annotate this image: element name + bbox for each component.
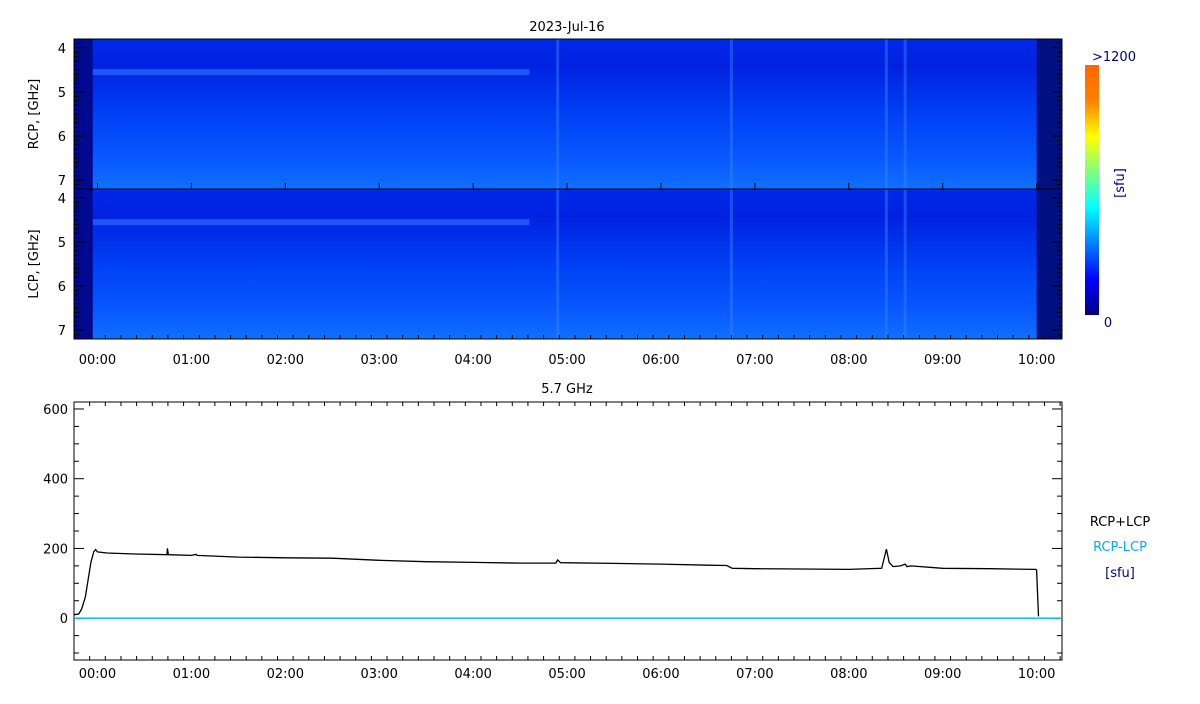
- x-tick-label: 00:00: [79, 667, 116, 682]
- bright-band: [74, 69, 530, 76]
- legend-unit: [sfu]: [1105, 566, 1135, 581]
- bright-stripe: [884, 189, 888, 339]
- y-tick-label: 400: [43, 473, 68, 488]
- colorbar-max-label: >1200: [1092, 50, 1136, 65]
- x-tick-label: 07:00: [736, 353, 773, 368]
- legend: RCP+LCP RCP-LCP [sfu]: [1090, 515, 1151, 581]
- y-tick-label: 5: [58, 86, 66, 101]
- x-tick-label: 09:00: [924, 667, 961, 682]
- plot-frame: [73, 401, 1063, 661]
- y-tick-label: 7: [58, 174, 66, 189]
- x-tick-label: 06:00: [642, 667, 679, 682]
- colorbar: >1200 0 [sfu]: [1085, 50, 1136, 331]
- spectrogram-title: 2023-Jul-16: [529, 20, 604, 35]
- x-tick-label: 01:00: [173, 667, 210, 682]
- y-tick-label: 4: [58, 42, 66, 57]
- x-tick-label: 04:00: [454, 353, 491, 368]
- y-tick-label: 0: [60, 612, 68, 627]
- x-tick-label: 02:00: [267, 353, 304, 368]
- x-tick-label: 03:00: [360, 353, 397, 368]
- bright-stripe: [729, 189, 733, 339]
- y-tick-label: 6: [58, 130, 66, 145]
- x-tick-label: 05:00: [548, 667, 585, 682]
- colorbar-rect: [1085, 65, 1099, 315]
- bright-band: [74, 219, 530, 226]
- lightcurve-title: 5.7 GHz: [541, 382, 593, 397]
- y-axis-label-lcp: LCP, [GHz]: [27, 229, 42, 298]
- legend-rcp-plus-lcp: RCP+LCP: [1090, 515, 1151, 530]
- x-tick-label: 10:00: [1018, 667, 1055, 682]
- x-tick-label: 08:00: [830, 667, 867, 682]
- x-tick-label: 08:00: [830, 353, 867, 368]
- x-tick-label: 01:00: [173, 353, 210, 368]
- x-tick-label: 00:00: [79, 353, 116, 368]
- bright-stripe: [556, 189, 560, 339]
- x-tick-label: 09:00: [924, 353, 961, 368]
- y-tick-label: 7: [58, 324, 66, 339]
- x-tick-label: 03:00: [360, 667, 397, 682]
- x-tick-label: 05:00: [548, 353, 585, 368]
- y-axis-label-rcp: RCP, [GHz]: [27, 79, 42, 149]
- colorbar-min-label: 0: [1104, 316, 1112, 331]
- bright-stripe: [884, 39, 888, 189]
- y-tick-label: 200: [43, 542, 68, 557]
- x-tick-label: 07:00: [736, 667, 773, 682]
- series-rcp-plus-minus-lcp: [73, 548, 1040, 617]
- bright-stripe: [903, 39, 907, 189]
- spectrogram-image-lcp: [74, 189, 1062, 339]
- colorbar-unit: [sfu]: [1113, 168, 1128, 198]
- spectrogram-panels: 4 5 6 7 RCP, [GHz] 4 5 6 7 LCP, [GHz] 00:00 01:00 02…: [27, 38, 1063, 368]
- x-tick-label: 06:00: [642, 353, 679, 368]
- x-tick-label: 04:00: [454, 667, 491, 682]
- bright-stripe: [556, 39, 560, 189]
- bright-stripe: [729, 39, 733, 189]
- y-tick-label: 5: [58, 236, 66, 251]
- low-signal-start: [74, 189, 93, 339]
- y-tick-label: 600: [43, 403, 68, 418]
- spectrogram-image-rcp: [74, 39, 1062, 189]
- x-tick-label: 10:00: [1018, 353, 1055, 368]
- low-signal-start: [74, 39, 93, 189]
- x-tick-label: 02:00: [267, 667, 304, 682]
- y-tick-label: 4: [58, 192, 66, 207]
- lightcurve-panel: 0 200 400 600 00:00 01:00 02:00 03:00 04:00 05:00…: [43, 401, 1063, 682]
- legend-rcp-minus-lcp: RCP-LCP: [1093, 540, 1147, 555]
- y-tick-label: 6: [58, 280, 66, 295]
- bright-stripe: [903, 189, 907, 339]
